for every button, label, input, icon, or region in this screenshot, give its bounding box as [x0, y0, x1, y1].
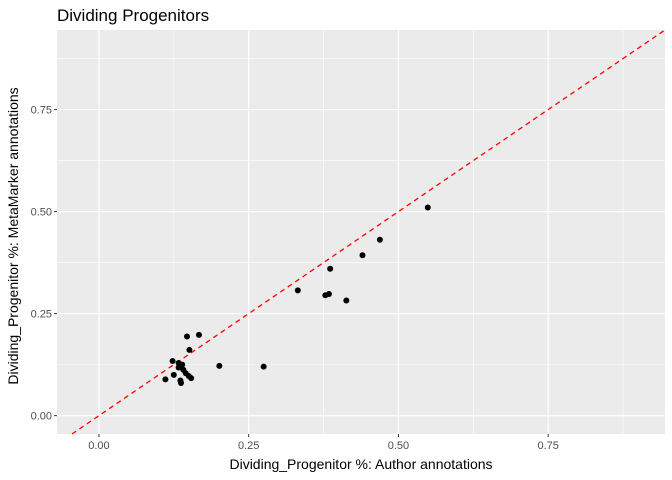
- data-point: [424, 204, 431, 211]
- reference-line-group: [71, 29, 666, 435]
- data-point: [376, 236, 383, 243]
- data-point: [162, 376, 169, 383]
- data-point: [170, 371, 177, 378]
- data-point: [169, 357, 176, 364]
- y-tick-label: 0.25: [31, 309, 52, 321]
- data-point: [186, 346, 193, 353]
- x-axis-title: Dividing_Progenitor %: Author annotation…: [229, 456, 492, 472]
- data-point: [327, 265, 334, 272]
- data-point: [183, 333, 190, 340]
- data-point: [177, 379, 184, 386]
- data-point: [188, 375, 195, 382]
- x-tick-label: 0.50: [388, 440, 409, 452]
- x-tick-label: 0.25: [238, 440, 259, 452]
- x-axis-ticks: 0.00 0.25 0.50 0.75: [88, 434, 559, 452]
- chart-title: Dividing Progenitors: [57, 6, 209, 25]
- x-tick-label: 0.75: [537, 440, 558, 452]
- identity-reference-line: [71, 29, 666, 435]
- data-points: [162, 204, 431, 386]
- data-point: [343, 297, 350, 304]
- data-point: [216, 362, 223, 369]
- data-point: [195, 331, 202, 338]
- y-axis-title: Dividing_Progenitor %: MetaMarker annota…: [5, 87, 21, 384]
- data-point: [260, 363, 267, 370]
- x-tick-label: 0.00: [88, 440, 109, 452]
- minor-gridlines: [57, 30, 665, 434]
- data-point: [294, 287, 301, 294]
- y-axis-ticks: 0.00 0.25 0.50 0.75: [31, 105, 57, 423]
- y-tick-label: 0.75: [31, 105, 52, 117]
- major-gridlines: [57, 30, 665, 434]
- data-point: [359, 252, 366, 259]
- data-point: [175, 364, 182, 371]
- y-tick-label: 0.50: [31, 207, 52, 219]
- data-point: [322, 292, 329, 299]
- y-tick-label: 0.00: [31, 411, 52, 423]
- plot-panel: [57, 30, 665, 434]
